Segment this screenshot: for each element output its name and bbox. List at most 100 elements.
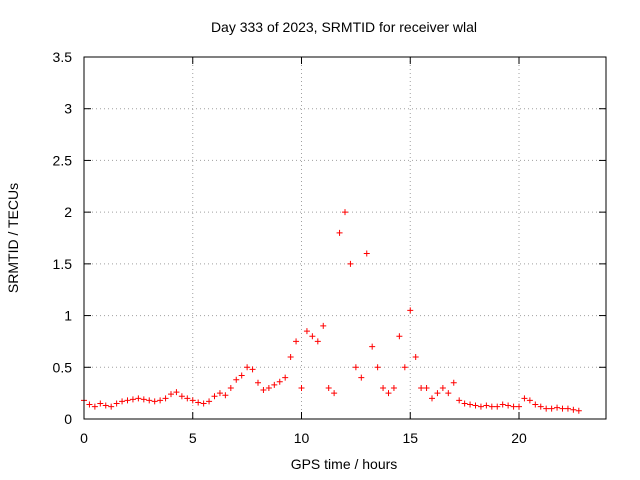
data-point	[467, 401, 474, 408]
data-point	[352, 364, 359, 371]
data-point	[135, 395, 142, 402]
data-point	[554, 404, 561, 411]
data-point	[320, 322, 327, 329]
data-point	[200, 400, 207, 407]
data-point	[314, 338, 321, 345]
data-point	[532, 401, 539, 408]
data-point	[418, 384, 425, 391]
data-point	[91, 403, 98, 410]
x-tick-label: 10	[294, 430, 310, 446]
data-point	[374, 364, 381, 371]
x-tick-label: 15	[402, 430, 418, 446]
data-point	[505, 402, 512, 409]
data-point	[380, 384, 387, 391]
data-point	[222, 392, 229, 399]
data-point	[178, 393, 185, 400]
data-point	[255, 379, 261, 386]
data-point	[325, 384, 332, 391]
data-point	[244, 364, 251, 371]
data-point	[477, 403, 484, 410]
data-point	[396, 333, 403, 340]
data-point	[575, 407, 582, 414]
data-point	[537, 403, 544, 410]
data-point	[260, 387, 267, 394]
data-point	[564, 405, 571, 412]
x-tick-label: 5	[189, 430, 197, 446]
data-point	[233, 376, 240, 383]
data-point	[423, 384, 430, 391]
data-point	[157, 397, 164, 404]
y-tick-label: 3	[64, 101, 72, 117]
data-point	[102, 402, 109, 409]
data-point	[195, 399, 202, 406]
data-point	[347, 260, 354, 267]
y-tick-label: 3.5	[53, 49, 73, 65]
data-point	[494, 403, 501, 410]
y-tick-label: 2	[64, 204, 72, 220]
data-point	[113, 400, 120, 407]
data-point	[450, 379, 457, 386]
y-tick-label: 1.5	[53, 256, 73, 272]
data-point	[124, 397, 131, 404]
data-point	[429, 395, 435, 402]
data-point	[108, 403, 115, 410]
plot-frame	[83, 56, 607, 420]
data-point	[543, 405, 550, 412]
data-point	[331, 390, 338, 397]
data-point	[249, 366, 256, 373]
data-point	[499, 401, 506, 408]
data-point	[227, 384, 234, 391]
data-point	[483, 402, 490, 409]
x-tick-label: 0	[80, 430, 88, 446]
data-point	[211, 393, 218, 400]
data-point	[282, 374, 289, 381]
axis-ticks: 0 5 10 15 20 0 0.5 1 1.5 2 2.5 3 3.5	[53, 49, 606, 446]
y-tick-label: 0.5	[53, 359, 73, 375]
data-point	[303, 328, 310, 335]
data-point	[472, 402, 479, 409]
data-point	[168, 391, 174, 398]
grid-lines	[84, 57, 606, 419]
data-point	[129, 396, 136, 403]
data-point	[369, 343, 376, 350]
data-point	[363, 250, 370, 257]
data-point	[342, 209, 348, 216]
data-points	[81, 209, 582, 414]
data-point	[271, 381, 278, 388]
data-point	[119, 398, 126, 405]
data-point	[510, 403, 517, 410]
data-point	[265, 384, 272, 391]
data-point	[401, 364, 408, 371]
x-axis-label: GPS time / hours	[291, 456, 398, 472]
data-point	[287, 353, 294, 360]
y-axis-label: SRMTID / TECUs	[5, 183, 21, 293]
data-point	[407, 307, 414, 314]
data-point	[189, 397, 196, 404]
y-tick-label: 1	[64, 308, 72, 324]
data-point	[445, 390, 452, 397]
data-point	[434, 390, 441, 397]
data-point	[516, 403, 522, 410]
data-point	[439, 384, 446, 391]
data-point	[184, 395, 191, 402]
data-point	[238, 372, 245, 379]
data-point	[456, 397, 463, 404]
y-tick-label: 2.5	[53, 152, 73, 168]
data-point	[309, 333, 316, 340]
x-tick-label: 20	[511, 430, 527, 446]
data-point	[140, 396, 147, 403]
data-point	[390, 384, 397, 391]
data-point	[97, 400, 104, 407]
data-point	[151, 398, 158, 405]
chart-title: Day 333 of 2023, SRMTID for receiver wla…	[211, 19, 477, 35]
data-point	[276, 378, 283, 385]
data-point	[385, 390, 392, 397]
data-point	[488, 403, 495, 410]
data-point	[521, 395, 528, 402]
y-tick-label: 0	[64, 411, 72, 427]
data-point	[206, 398, 213, 405]
data-point	[358, 374, 365, 381]
data-point	[162, 395, 169, 402]
data-point	[216, 390, 223, 397]
